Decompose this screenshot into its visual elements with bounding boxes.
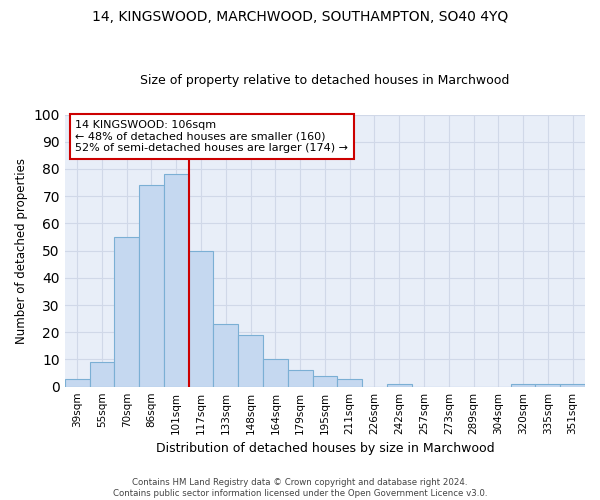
Bar: [214, 324, 238, 386]
Text: Contains HM Land Registry data © Crown copyright and database right 2024.
Contai: Contains HM Land Registry data © Crown c…: [113, 478, 487, 498]
Bar: [238, 335, 263, 386]
Bar: [164, 174, 188, 386]
Bar: [139, 186, 164, 386]
Title: Size of property relative to detached houses in Marchwood: Size of property relative to detached ho…: [140, 74, 509, 87]
Bar: [263, 360, 288, 386]
Bar: [65, 378, 89, 386]
Bar: [115, 237, 139, 386]
Bar: [89, 362, 115, 386]
Bar: [387, 384, 412, 386]
Bar: [288, 370, 313, 386]
Text: 14 KINGSWOOD: 106sqm
← 48% of detached houses are smaller (160)
52% of semi-deta: 14 KINGSWOOD: 106sqm ← 48% of detached h…: [75, 120, 348, 153]
Bar: [511, 384, 535, 386]
Bar: [313, 376, 337, 386]
Bar: [535, 384, 560, 386]
Bar: [560, 384, 585, 386]
Text: 14, KINGSWOOD, MARCHWOOD, SOUTHAMPTON, SO40 4YQ: 14, KINGSWOOD, MARCHWOOD, SOUTHAMPTON, S…: [92, 10, 508, 24]
Y-axis label: Number of detached properties: Number of detached properties: [15, 158, 28, 344]
Bar: [337, 378, 362, 386]
Bar: [188, 250, 214, 386]
X-axis label: Distribution of detached houses by size in Marchwood: Distribution of detached houses by size …: [155, 442, 494, 455]
